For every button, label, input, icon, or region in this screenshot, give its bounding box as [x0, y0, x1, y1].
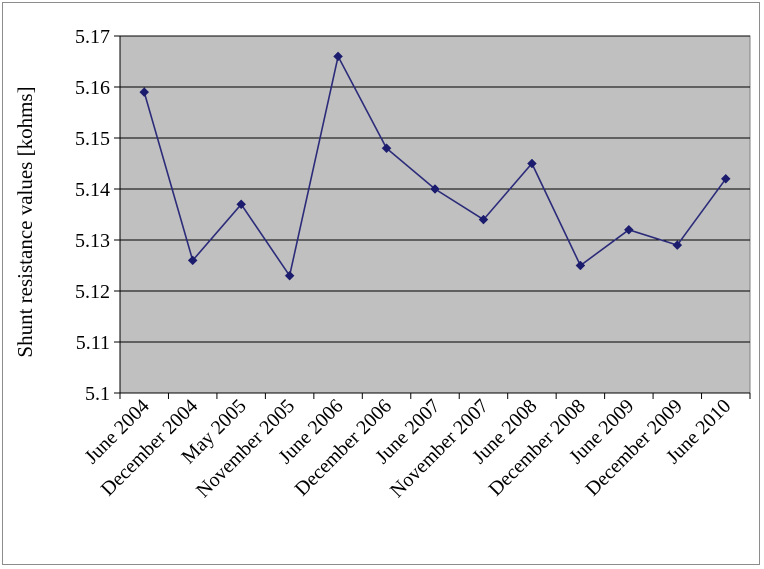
- data-point: [527, 158, 537, 169]
- data-point: [720, 173, 731, 184]
- data-point: [672, 240, 683, 250]
- y-tick-label: 5.14: [75, 179, 110, 201]
- y-tick-labels: 5.1 5.11 5.12 5.13 5.14 5.15 5.16 5.17: [75, 26, 110, 405]
- y-tick-label: 5.13: [75, 230, 110, 252]
- y-tick-label: 5.11: [76, 332, 110, 354]
- data-point: [381, 143, 392, 154]
- grid-lines: [114, 35, 751, 399]
- data-point: [333, 51, 343, 62]
- data-point: [187, 255, 198, 266]
- data-point: [284, 270, 295, 281]
- series-layer: [139, 51, 731, 281]
- y-tick-label: 5.12: [75, 281, 110, 303]
- y-axis-label: Shunt resistance values [kohms]: [13, 86, 37, 357]
- y-tick-label: 5.16: [75, 77, 110, 99]
- y-tick-label: 5.1: [85, 383, 110, 405]
- data-point: [430, 184, 440, 194]
- data-point: [236, 199, 247, 210]
- data-point: [478, 214, 489, 225]
- y-tick-label: 5.17: [75, 26, 110, 48]
- data-point: [139, 87, 150, 97]
- data-point: [575, 260, 586, 271]
- plot-area: [119, 35, 751, 394]
- y-tick-label: 5.15: [75, 128, 110, 150]
- data-point: [623, 224, 634, 235]
